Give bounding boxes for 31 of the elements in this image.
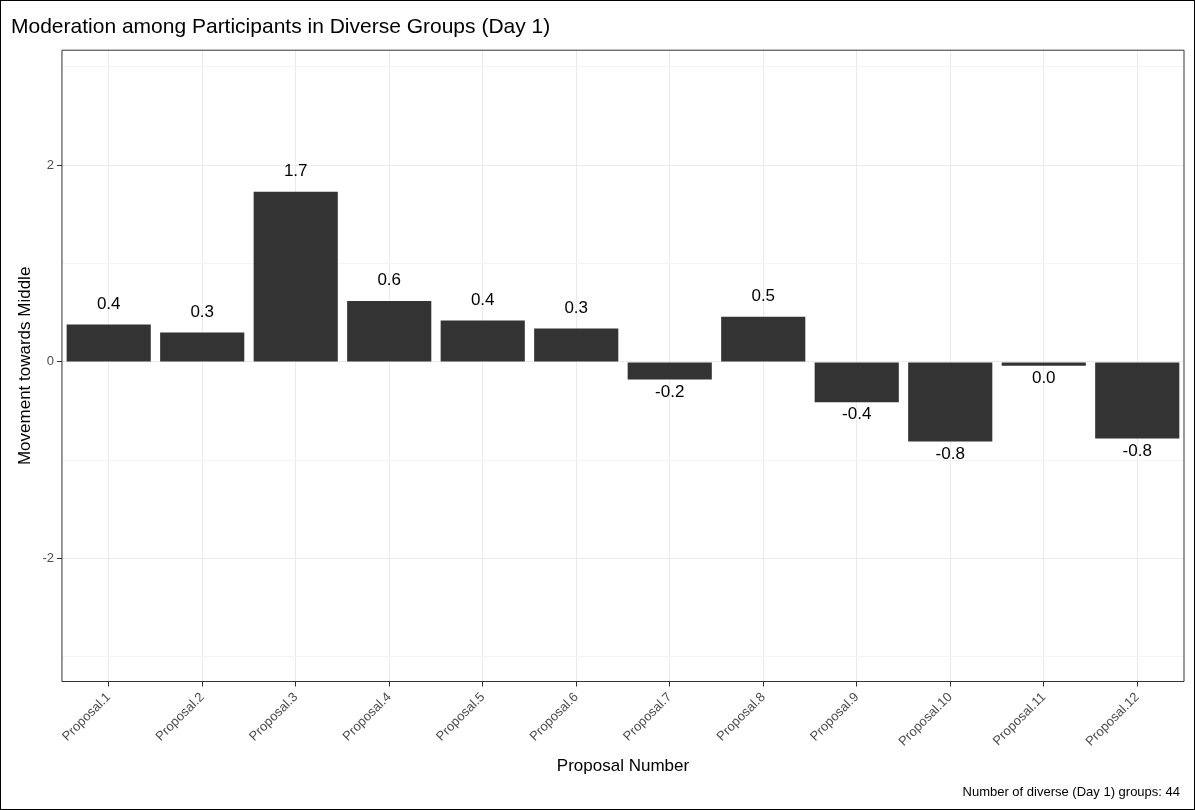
data-label: -0.4	[842, 404, 872, 424]
data-label: 0.0	[1031, 368, 1056, 388]
bar	[347, 300, 432, 362]
data-label: -0.8	[1122, 440, 1152, 460]
y-tick-label: 0	[46, 353, 54, 369]
data-label: 0.5	[751, 285, 776, 305]
bar	[534, 328, 619, 362]
bar	[160, 332, 245, 362]
chart-title: Moderation among Participants in Diverse Groups (Day 1)	[11, 14, 551, 38]
bar	[627, 362, 712, 380]
data-label: 1.7	[283, 160, 308, 180]
text: Number of diverse (Day 1) groups: 44	[962, 784, 1180, 799]
bar	[1095, 362, 1180, 439]
data-label: 0.6	[377, 270, 402, 290]
bar	[253, 191, 338, 362]
data-label: 0.3	[564, 297, 589, 317]
bar	[66, 324, 151, 362]
bar	[814, 362, 899, 403]
data-label: 0.4	[96, 293, 121, 313]
data-label: 0.4	[470, 289, 495, 309]
y-axis-title: Movement towards Middle	[14, 266, 34, 466]
data-label: 0.3	[190, 301, 215, 321]
bar	[721, 316, 806, 362]
bar	[908, 362, 993, 442]
y-tick-label: 2	[46, 156, 54, 172]
data-label: -0.8	[935, 443, 965, 463]
data-label: -0.2	[655, 381, 685, 401]
x-axis-title: Proposal Number	[556, 756, 690, 776]
y-tick-label: -2	[42, 550, 54, 566]
bar	[440, 320, 525, 362]
bar	[1001, 362, 1086, 366]
